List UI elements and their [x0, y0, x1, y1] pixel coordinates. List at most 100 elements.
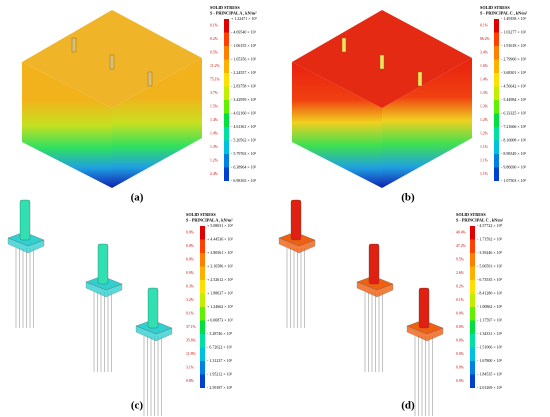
legend-value: - 2.01269 × 10³ — [477, 385, 503, 390]
pile-cap-side — [406, 325, 444, 342]
legend-value: - 1.49358 × 10¹ — [501, 16, 527, 21]
legend-swatch — [224, 59, 229, 73]
legend-value: - 1.00862 × 10³ — [477, 304, 503, 309]
legend-percentage: 0.0% — [456, 379, 465, 383]
legend-value: - 8.10008 × 10² — [501, 137, 527, 142]
legend-percentage: 0.1% — [456, 298, 465, 302]
pile-head — [147, 71, 153, 87]
pile-head — [109, 54, 115, 70]
legend-swatch — [224, 113, 229, 127]
legend-percentage: 3.7% — [210, 91, 219, 95]
block-left-face — [22, 62, 112, 188]
pile-head — [341, 37, 347, 53]
legend-value: - 2.24557 × 10² — [231, 70, 257, 75]
pile-head — [417, 71, 423, 87]
legend-value: - 1.34331 × 10³ — [477, 331, 503, 336]
legend-percentage: 0.1% — [480, 24, 489, 28]
legend-value: - 5.06591 × 10² — [477, 263, 503, 268]
legend-value: - 2.59187 × 10² — [207, 385, 233, 390]
legend-swatch — [494, 100, 499, 114]
legend-swatch — [470, 253, 475, 267]
legend-swatch — [200, 307, 205, 321]
legend-swatch — [200, 347, 205, 361]
pile-cap-side — [7, 237, 45, 254]
legend-percentage: 0.0% — [456, 339, 465, 343]
legend-swatch — [470, 266, 475, 280]
legend-swatch — [470, 226, 475, 240]
legend-subtitle: S - PRINCIPAL A , kN/m² — [186, 217, 233, 222]
legend-value: - 1.67800 × 10³ — [477, 358, 503, 363]
legend-percentage: 1.6% — [480, 64, 489, 68]
legend-percentage: 11.8% — [186, 352, 197, 356]
legend-percentage: 2.6% — [456, 271, 465, 275]
legend-value: - 4.56642 × 10² — [501, 83, 527, 88]
legend-swatch — [224, 167, 229, 181]
legend-percentage: 0.0% — [186, 258, 195, 262]
legend-value: - 1.65356 × 10² — [231, 56, 257, 61]
legend-percentage: 0.3% — [186, 285, 195, 289]
legend-title: SOLID STRESS — [210, 5, 240, 10]
pile-head — [379, 54, 385, 70]
legend-percentage: 1.4% — [480, 78, 489, 82]
legend-swatch — [224, 100, 229, 114]
legend-value: + 1.88637 × 10² — [207, 290, 234, 295]
legend-percentage: 0.8% — [186, 379, 195, 383]
column — [418, 287, 430, 329]
legend-value: - 6.38964 × 10² — [231, 164, 257, 169]
legend-value: - 1.91618 × 10² — [501, 43, 527, 48]
legend-subtitle: S - PRINCIPAL C , kN/m² — [456, 217, 504, 222]
legend-swatch — [200, 374, 205, 388]
artwork — [7, 10, 472, 416]
legend-swatch — [494, 127, 499, 141]
legend-swatch — [200, 334, 205, 348]
legend-percentage: 1.2% — [480, 118, 489, 122]
legend-subtitle: S - PRINCIPAL A , kN/m² — [210, 10, 257, 15]
legend-swatch — [200, 266, 205, 280]
pile-cap-side — [278, 237, 316, 254]
legend-value: - 1.17597 × 10³ — [477, 317, 503, 322]
legend-swatch — [470, 239, 475, 253]
legend-percentage: 1.3% — [480, 91, 489, 95]
legend-swatch — [494, 59, 499, 73]
legend-swatch — [200, 253, 205, 267]
legend-percentage: 1.2% — [480, 132, 489, 136]
legend-swatch — [470, 320, 475, 334]
legend-swatch — [494, 167, 499, 181]
legend-swatch — [470, 293, 475, 307]
legend-percentage: 9.1% — [186, 312, 195, 316]
legend-percentage: 1.2% — [210, 159, 219, 163]
panel-label: (b) — [401, 192, 415, 204]
legend-swatch — [200, 293, 205, 307]
column — [97, 243, 109, 285]
legend-value: - 1.84535 × 10³ — [477, 371, 503, 376]
legend-percentage: 11.2% — [210, 64, 221, 68]
legend-value: - 8.41280 × 10² — [477, 290, 503, 295]
legend-percentage: 3.2% — [186, 298, 195, 302]
legend-swatch — [470, 374, 475, 388]
legend-percentage: 1.3% — [210, 145, 219, 149]
legend-percentage: 2.4% — [210, 172, 219, 176]
legend-swatch — [494, 140, 499, 154]
legend-percentage: 0.0% — [456, 325, 465, 329]
pile-cap-side — [135, 325, 173, 342]
legend-title: SOLID STRESS — [186, 212, 216, 217]
legend-subtitle: S - PRINCIPAL C , kN/m² — [480, 10, 528, 15]
legend-value: - 6.72622 × 10¹ — [207, 344, 233, 349]
legend-swatch — [224, 140, 229, 154]
legend-value: - 1.06155 × 10² — [231, 43, 257, 48]
legend-percentage: 1.1% — [480, 145, 489, 149]
legend-value: + 4.44536 × 10² — [207, 236, 234, 241]
pile-head — [71, 37, 77, 53]
legend-value: - 2.83758 × 10² — [231, 83, 257, 88]
legend-percentage: 0.0% — [456, 366, 465, 370]
legend-swatch — [494, 86, 499, 100]
legend-value: - 3.39246 × 10² — [477, 250, 503, 255]
legend-value: - 6.73535 × 10² — [477, 277, 503, 282]
panel-label: (d) — [401, 400, 415, 412]
legend-percentage: 9.5% — [456, 258, 465, 262]
legend-percentage: 3.1% — [186, 366, 195, 370]
legend-value: - 4.69540 × 10¹ — [231, 29, 257, 34]
legend-swatch — [494, 113, 499, 127]
pile-cap-side — [85, 281, 123, 298]
